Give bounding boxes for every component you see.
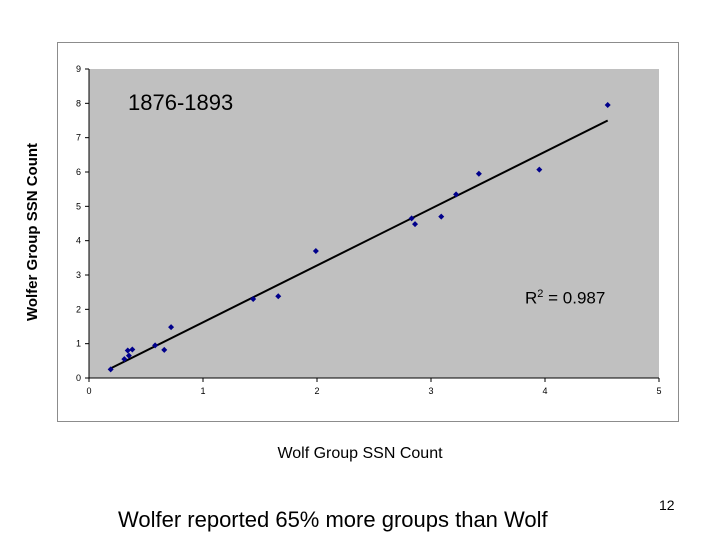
data-point xyxy=(312,247,319,254)
data-point xyxy=(475,170,482,177)
data-point xyxy=(152,342,159,349)
data-point xyxy=(536,166,543,173)
data-point xyxy=(604,102,611,109)
y-axis-label: Wolfer Group SSN Count xyxy=(24,142,41,322)
y-tick-label: 8 xyxy=(76,98,81,108)
scatter-chart: 0 1 2 3 4 5 6 7 8 9 0 1 2 3 4 5 xyxy=(76,64,662,396)
y-tick-label: 7 xyxy=(76,133,81,143)
data-point xyxy=(107,366,114,373)
x-tick-label: 3 xyxy=(428,386,433,396)
y-tick-label: 1 xyxy=(76,339,81,349)
data-point xyxy=(161,346,168,353)
data-point xyxy=(275,293,282,300)
x-tick-label: 1 xyxy=(200,386,205,396)
y-tick-label: 9 xyxy=(76,64,81,74)
page-number: 12 xyxy=(659,497,675,513)
data-point xyxy=(124,347,131,354)
x-tick-label: 0 xyxy=(86,386,91,396)
chart-area: 0 1 2 3 4 5 6 7 8 9 0 1 2 3 4 5 xyxy=(57,42,679,422)
r-squared-value: = 0.987 xyxy=(543,288,606,308)
y-tick-label: 2 xyxy=(76,304,81,314)
y-tick-label: 5 xyxy=(76,201,81,211)
data-point xyxy=(250,296,257,303)
data-point xyxy=(412,221,419,228)
data-point xyxy=(438,213,445,220)
data-point xyxy=(125,352,132,359)
r-squared-exponent: 2 xyxy=(537,288,544,300)
period-annotation: 1876-1893 xyxy=(128,90,234,115)
data-point xyxy=(121,356,128,363)
r-squared-prefix: R xyxy=(525,288,538,308)
x-tick-label: 4 xyxy=(542,386,547,396)
data-point xyxy=(168,324,175,331)
r-squared-annotation: R2 = 0.987 xyxy=(525,288,605,309)
x-axis-label: Wolf Group SSN Count xyxy=(277,445,443,462)
data-point xyxy=(129,346,136,353)
data-point xyxy=(453,191,460,198)
y-tick-label: 0 xyxy=(76,373,81,383)
x-tick-label: 5 xyxy=(656,386,661,396)
x-tick-label: 2 xyxy=(314,386,319,396)
y-tick-label: 3 xyxy=(76,270,81,280)
y-tick-label: 4 xyxy=(76,236,81,246)
y-tick-label: 6 xyxy=(76,167,81,177)
plot-background xyxy=(89,69,659,378)
data-point xyxy=(408,215,415,222)
trendline xyxy=(110,119,609,370)
slide-caption: Wolfer reported 65% more groups than Wol… xyxy=(118,507,548,532)
